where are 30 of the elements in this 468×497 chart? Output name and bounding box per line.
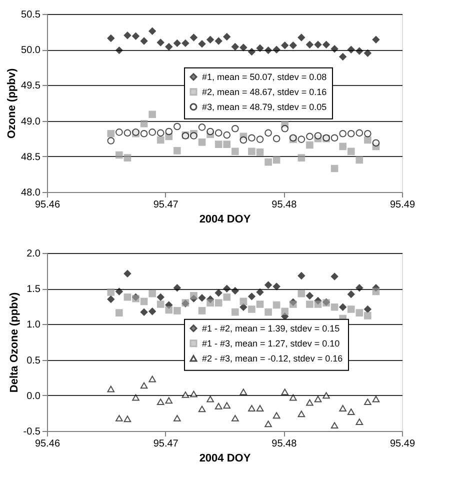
y-tick-label: 48.5 xyxy=(21,152,41,163)
legend-label: #1, mean = 50.07, stdev = 0.08 xyxy=(202,72,327,82)
y-axis-title: Delta Ozone (ppbv) xyxy=(8,292,20,393)
y-tick-label: 50.5 xyxy=(21,10,41,20)
x-tick-label: 95.47 xyxy=(153,438,179,450)
y-tick-label: 2.0 xyxy=(26,248,41,260)
y-tick-label: 50.0 xyxy=(21,45,41,56)
y-tick-label: 48.0 xyxy=(21,188,41,198)
y-tick-label: 0.0 xyxy=(26,390,41,402)
x-tick-label: 95.46 xyxy=(34,200,60,210)
y-tick-label: 49.5 xyxy=(21,80,41,92)
x-tick-label: 95.47 xyxy=(153,200,179,210)
x-tick-label: 95.49 xyxy=(390,200,416,210)
x-tick-label: 95.46 xyxy=(34,438,60,450)
legend-label: #1 - #3, mean = 1.27, stdev = 0.10 xyxy=(202,338,340,348)
y-tick-label: 1.0 xyxy=(26,320,41,331)
x-tick-label: 95.48 xyxy=(272,438,298,450)
y-tick-label: 1.5 xyxy=(26,284,41,296)
x-axis-title: 2004 DOY xyxy=(199,452,252,464)
legend-label: #2, mean = 48.67, stdev = 0.16 xyxy=(202,86,327,97)
legend-label: #1 - #2, mean = 1.39, stdev = 0.15 xyxy=(202,323,340,334)
legend-label: #2 - #3, mean = -0.12, stdev = 0.16 xyxy=(202,353,343,364)
y-tick-label: 0.5 xyxy=(26,355,41,366)
y-axis-title: Ozone (ppbv) xyxy=(6,68,18,139)
legend-label: #3, mean = 48.79, stdev = 0.05 xyxy=(202,102,327,112)
y-tick-label: 49.0 xyxy=(21,116,41,128)
x-tick-label: 95.49 xyxy=(390,438,416,450)
x-tick-label: 95.48 xyxy=(272,200,298,210)
y-tick-label: -0.5 xyxy=(23,426,41,438)
x-axis-title: 2004 DOY xyxy=(199,214,252,226)
